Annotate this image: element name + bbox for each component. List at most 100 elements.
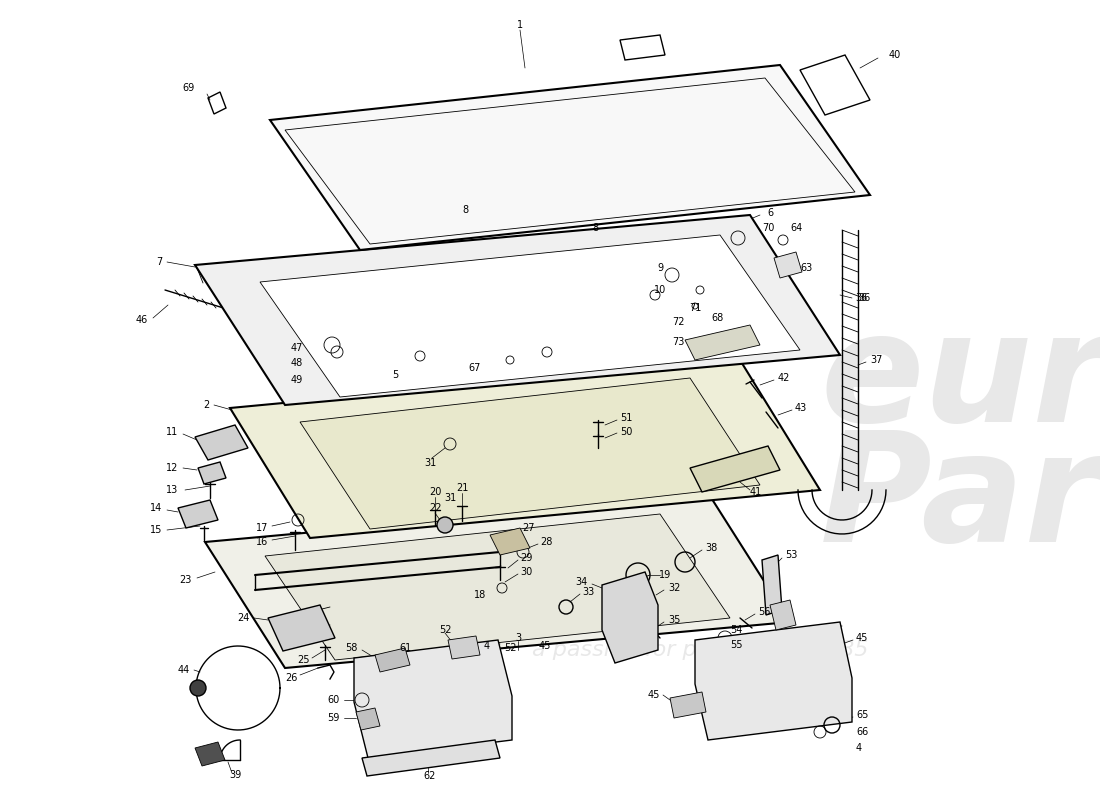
Text: 31: 31 — [444, 493, 456, 503]
Text: 63: 63 — [800, 263, 812, 273]
Text: 65: 65 — [856, 710, 868, 720]
Text: 45: 45 — [539, 641, 551, 651]
Text: 72: 72 — [672, 317, 684, 327]
Polygon shape — [268, 605, 336, 651]
Text: 71: 71 — [689, 303, 701, 313]
Text: 62: 62 — [424, 771, 437, 781]
Text: 68: 68 — [712, 313, 724, 323]
Polygon shape — [195, 215, 840, 405]
Text: 53: 53 — [785, 550, 798, 560]
Text: a passion for parts since 1985: a passion for parts since 1985 — [531, 640, 868, 660]
Text: 14: 14 — [150, 503, 162, 513]
Text: 20: 20 — [429, 487, 441, 497]
Polygon shape — [602, 572, 658, 663]
Text: 32: 32 — [668, 583, 681, 593]
Text: 37: 37 — [870, 355, 882, 365]
Polygon shape — [260, 235, 800, 397]
Text: 8: 8 — [592, 223, 598, 233]
Text: 4: 4 — [856, 743, 862, 753]
Text: 13: 13 — [166, 485, 178, 495]
Text: 9: 9 — [657, 263, 663, 273]
Text: 44: 44 — [178, 665, 190, 675]
Text: 25: 25 — [297, 655, 310, 665]
Polygon shape — [695, 622, 852, 740]
Text: 45: 45 — [648, 690, 660, 700]
Text: 43: 43 — [795, 403, 807, 413]
Text: 59: 59 — [328, 713, 340, 723]
Text: 48: 48 — [290, 358, 303, 368]
Polygon shape — [300, 378, 760, 529]
Polygon shape — [178, 500, 218, 528]
Text: 1: 1 — [517, 20, 524, 30]
Text: 67: 67 — [469, 363, 481, 373]
Text: 6: 6 — [767, 208, 773, 218]
Text: 36: 36 — [855, 293, 867, 303]
Text: 60: 60 — [328, 695, 340, 705]
Text: 4: 4 — [484, 641, 490, 651]
Text: 30: 30 — [520, 567, 532, 577]
Text: 23: 23 — [179, 575, 192, 585]
Text: 31: 31 — [424, 458, 436, 468]
Polygon shape — [770, 600, 796, 630]
Text: 50: 50 — [620, 427, 632, 437]
Text: 3: 3 — [515, 633, 521, 643]
Text: 19: 19 — [659, 570, 671, 580]
Polygon shape — [198, 462, 226, 484]
Text: 35: 35 — [668, 615, 681, 625]
Text: 16: 16 — [255, 537, 268, 547]
Polygon shape — [490, 528, 530, 555]
Text: 49: 49 — [290, 375, 303, 385]
Text: 12: 12 — [166, 463, 178, 473]
Text: Parts: Parts — [820, 426, 1100, 574]
Text: 46: 46 — [135, 315, 149, 325]
Text: 27: 27 — [522, 523, 535, 533]
Text: 39: 39 — [229, 770, 241, 780]
Text: 56: 56 — [758, 607, 770, 617]
Text: 42: 42 — [778, 373, 791, 383]
Text: 15: 15 — [150, 525, 162, 535]
Text: 2: 2 — [204, 400, 210, 410]
Polygon shape — [265, 514, 730, 660]
Text: 66: 66 — [856, 727, 868, 737]
Text: 57: 57 — [776, 615, 788, 625]
Text: 52: 52 — [439, 625, 451, 635]
Text: 69: 69 — [183, 83, 195, 93]
Text: 38: 38 — [705, 543, 717, 553]
Polygon shape — [362, 740, 500, 776]
Text: 22: 22 — [429, 503, 441, 513]
Text: 11: 11 — [166, 427, 178, 437]
Polygon shape — [670, 692, 706, 718]
Polygon shape — [205, 496, 790, 668]
Text: 58: 58 — [345, 643, 358, 653]
Text: euro: euro — [820, 306, 1100, 454]
Text: 34: 34 — [575, 577, 589, 587]
Text: 29: 29 — [520, 553, 532, 563]
Text: 61: 61 — [399, 643, 411, 653]
Polygon shape — [774, 252, 802, 278]
Text: 36: 36 — [858, 293, 870, 303]
Polygon shape — [690, 446, 780, 492]
Text: 47: 47 — [290, 343, 303, 353]
Text: 64: 64 — [790, 223, 802, 233]
Text: 10: 10 — [653, 285, 667, 295]
Text: 17: 17 — [255, 523, 268, 533]
Text: 18: 18 — [474, 590, 486, 600]
Polygon shape — [270, 65, 870, 250]
Text: 33: 33 — [582, 587, 594, 597]
Polygon shape — [685, 325, 760, 360]
Circle shape — [437, 517, 453, 533]
Text: 52: 52 — [504, 643, 516, 653]
Circle shape — [190, 680, 206, 696]
Text: 5: 5 — [392, 370, 398, 380]
Text: 40: 40 — [889, 50, 901, 60]
Text: 54: 54 — [730, 625, 743, 635]
Text: 55: 55 — [730, 640, 743, 650]
Polygon shape — [195, 742, 226, 766]
Polygon shape — [762, 555, 782, 615]
Polygon shape — [354, 640, 512, 758]
Text: 70: 70 — [762, 223, 774, 233]
Text: 73: 73 — [672, 337, 684, 347]
Text: 51: 51 — [620, 413, 632, 423]
Polygon shape — [375, 648, 410, 672]
Polygon shape — [195, 425, 248, 460]
